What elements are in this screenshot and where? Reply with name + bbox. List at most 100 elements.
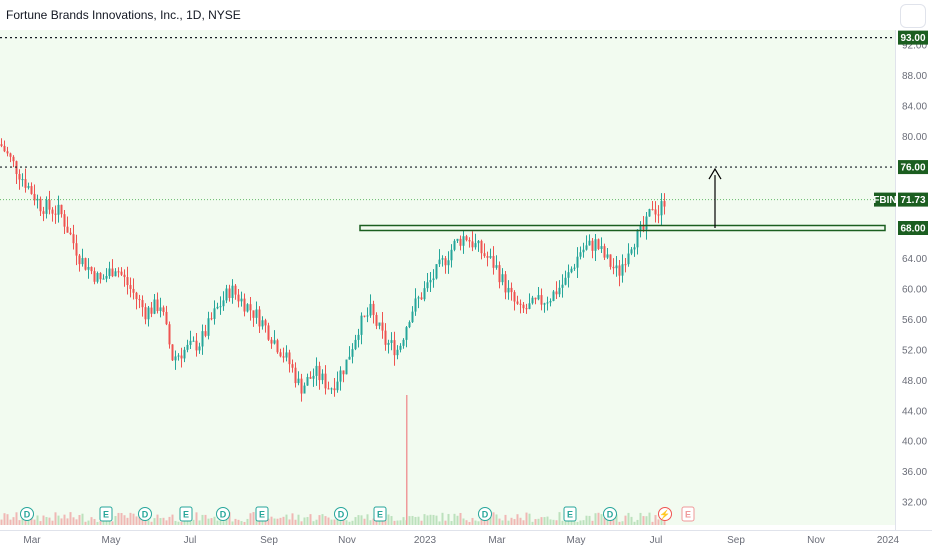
chart-settings-button[interactable] [900, 4, 926, 28]
candle-body [411, 311, 414, 323]
volume-bar [543, 517, 546, 525]
volume-bar [567, 518, 570, 525]
candle-body [93, 271, 96, 282]
candle-body [156, 299, 159, 311]
volume-bar [597, 512, 600, 525]
y-tick-label: 80.00 [902, 132, 927, 143]
chart-title: Fortune Brands Innovations, Inc., 1D, NY… [6, 8, 241, 22]
candle-body [312, 375, 315, 379]
candle-body [528, 303, 531, 309]
candle-body [372, 303, 375, 315]
candle-body [141, 300, 144, 308]
volume-bar [615, 514, 618, 525]
candle-body [555, 291, 558, 295]
candle-body [378, 322, 381, 326]
volume-bar [381, 519, 384, 525]
candle-body [288, 352, 291, 365]
volume-bar [558, 512, 561, 525]
volume-bar [114, 515, 117, 525]
candle-body [165, 311, 168, 325]
volume-bar [618, 521, 621, 525]
volume-bar [339, 521, 342, 525]
volume-bar [360, 515, 363, 525]
volume-bar [561, 520, 564, 525]
candle-body [375, 314, 378, 326]
price-tag-label: 76.00 [900, 163, 925, 174]
candle-body [306, 377, 309, 386]
candle-body [468, 240, 471, 242]
candle-body [477, 240, 480, 244]
candle-body [264, 320, 267, 326]
volume-bar [204, 514, 207, 525]
candle-body [282, 356, 285, 358]
candle-body [33, 193, 36, 201]
candle-body [138, 299, 141, 301]
candle-body [597, 239, 600, 249]
volume-bar [147, 520, 150, 525]
candle-body [243, 298, 246, 312]
volume-bar [429, 514, 432, 525]
candle-body [195, 340, 198, 351]
candle-body [57, 204, 60, 215]
volume-bar [267, 518, 270, 525]
candle-body [222, 300, 225, 307]
event-marker-split [658, 507, 672, 521]
volume-bar [621, 521, 624, 525]
candle-body [654, 209, 657, 215]
candle-body [126, 277, 129, 286]
volume-bar [426, 515, 429, 525]
candle-body [267, 325, 270, 340]
candle-body [174, 356, 177, 361]
volume-bar [480, 515, 483, 525]
volume-bar [537, 518, 540, 525]
volume-bar [45, 517, 48, 525]
candle-body [354, 339, 357, 350]
candle-body [615, 265, 618, 269]
volume-bar [579, 520, 582, 525]
candle-body [492, 256, 495, 268]
volume-bar [540, 517, 543, 525]
candle-body [237, 294, 240, 302]
candle-body [624, 264, 627, 266]
candle-body [21, 179, 24, 181]
candle-body [204, 331, 207, 336]
candle-body [201, 331, 204, 347]
volume-bar [168, 516, 171, 525]
candle-body [18, 174, 21, 180]
volume-bar [387, 514, 390, 525]
volume-bar [36, 515, 39, 525]
candle-body [219, 306, 222, 308]
candle-body [336, 381, 339, 391]
event-marker-dividend [478, 507, 492, 521]
volume-bar [6, 514, 9, 525]
candle-body [51, 209, 54, 214]
volume-bar [504, 514, 507, 525]
volume-bar [171, 514, 174, 525]
volume-bar [222, 521, 225, 525]
candle-body [246, 304, 249, 312]
volume-bar [657, 519, 660, 525]
volume-bar [462, 518, 465, 525]
volume-bar [528, 513, 531, 525]
volume-bar [522, 520, 525, 525]
candle-body [393, 340, 396, 356]
event-marker-dividend [138, 507, 152, 521]
volume-bar [48, 517, 51, 525]
volume-bar [498, 518, 501, 525]
candle-body [108, 268, 111, 277]
volume-bar [300, 521, 303, 525]
volume-bar [12, 517, 15, 525]
candle-body [489, 256, 492, 258]
candle-body [618, 265, 621, 276]
candle-body [69, 232, 72, 235]
volume-bar [513, 519, 516, 525]
candle-body [351, 349, 354, 357]
candle-body [81, 258, 84, 265]
candle-body [594, 239, 597, 251]
volume-bar [111, 521, 114, 525]
candle-body [579, 252, 582, 257]
candle-body [384, 330, 387, 345]
candle-body [387, 342, 390, 345]
candle-body [621, 264, 624, 276]
